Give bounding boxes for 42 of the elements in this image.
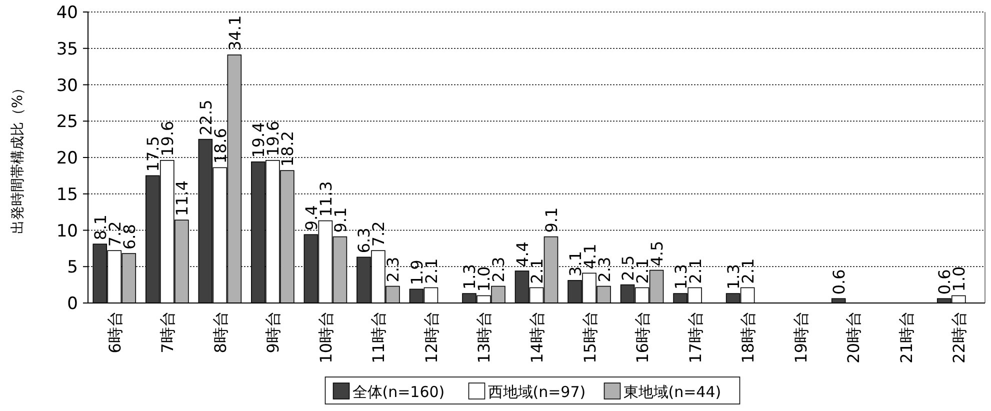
data-label: 2.1 — [738, 258, 758, 284]
y-tick-label: 10 — [56, 221, 78, 242]
y-tick-label: 20 — [56, 148, 78, 168]
data-label: 2.3 — [489, 256, 508, 282]
x-tick-label: 12時台 — [422, 311, 441, 364]
data-label: 7.2 — [369, 221, 388, 247]
data-label: 0.6 — [830, 269, 849, 295]
x-tick-label: 7時台 — [158, 311, 178, 354]
x-tick-label: 10時台 — [316, 311, 336, 364]
y-tick-label: 15 — [56, 184, 78, 205]
data-label: 1.0 — [950, 266, 969, 292]
legend-label: 東地域(n=44) — [623, 383, 722, 401]
x-tick-label: 16時台 — [633, 311, 652, 364]
y-axis-title: 出発時間帯構成比（%） — [10, 80, 26, 234]
legend-label: 全体(n=160) — [352, 383, 445, 401]
x-tick-label: 8時台 — [210, 311, 230, 354]
y-tick-label: 35 — [56, 39, 78, 60]
y-tick-label: 25 — [56, 112, 78, 132]
x-tick-label: 17時台 — [686, 311, 705, 364]
data-label: 2.3 — [384, 256, 403, 282]
x-tick-label: 13時台 — [474, 311, 494, 364]
y-tick-label: 30 — [56, 76, 78, 96]
legend-label: 西地域(n=97) — [488, 383, 586, 401]
x-tick-label: 15時台 — [580, 311, 600, 364]
data-label: 34.1 — [225, 15, 244, 51]
x-tick-label: 19時台 — [791, 311, 810, 364]
y-tick-label: 40 — [56, 3, 78, 23]
x-tick-label: 6時台 — [105, 311, 124, 354]
x-tick-label: 20時台 — [844, 311, 864, 364]
data-label: 4.5 — [648, 240, 667, 266]
x-tick-label: 18時台 — [738, 311, 758, 364]
data-label: 11.4 — [172, 180, 192, 216]
data-label: 19.6 — [158, 120, 178, 156]
x-tick-label: 22時台 — [950, 311, 969, 364]
x-tick-label: 21時台 — [896, 311, 916, 364]
x-tick-label: 14時台 — [528, 311, 546, 364]
y-tick-label: 0 — [67, 294, 78, 314]
y-tick-label: 5 — [67, 258, 78, 278]
data-label: 18.2 — [278, 130, 298, 167]
data-label: 9.1 — [542, 207, 561, 233]
x-tick-label: 9時台 — [264, 311, 283, 354]
x-tick-label: 11時台 — [369, 311, 388, 364]
